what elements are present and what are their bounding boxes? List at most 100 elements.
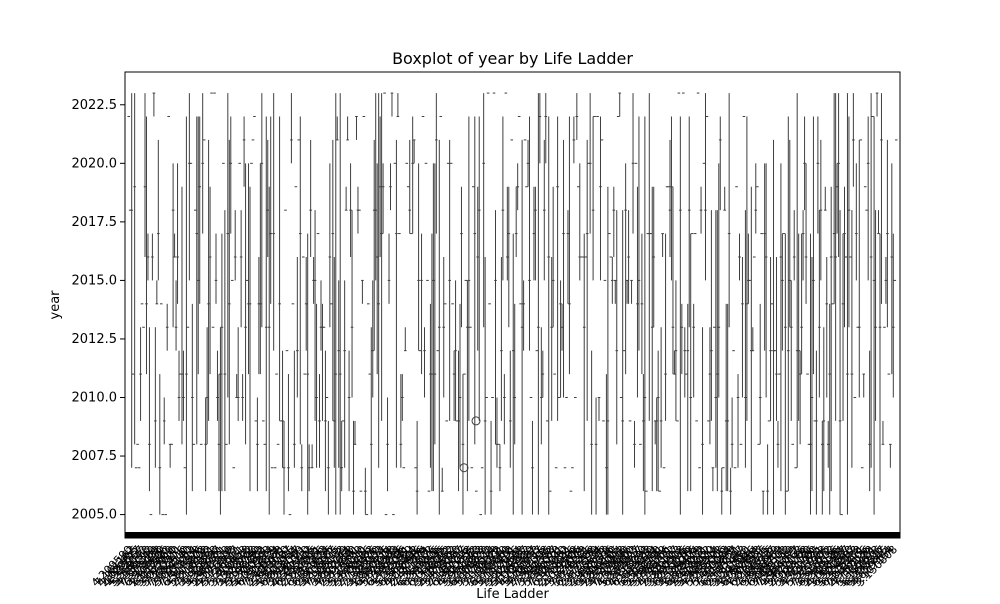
box-group	[173, 233, 176, 258]
box-group	[152, 92, 156, 117]
box-group	[556, 116, 559, 421]
y-tick-label: 2012.5	[72, 332, 118, 347]
box-group	[452, 350, 456, 421]
box-group	[708, 327, 712, 445]
box-group	[679, 116, 682, 515]
box-group	[826, 420, 830, 468]
box-group	[599, 116, 602, 281]
box-group	[216, 350, 219, 421]
box-group	[344, 186, 348, 211]
box-group	[680, 303, 684, 375]
box-group	[155, 280, 159, 305]
box-group	[761, 490, 765, 515]
box-group	[789, 280, 793, 421]
box-group	[338, 93, 342, 515]
y-tick-label: 2015.0	[72, 273, 118, 288]
box-group	[300, 444, 304, 492]
box-group	[310, 444, 314, 469]
box-group	[522, 280, 525, 351]
box-group	[214, 233, 218, 304]
box-group	[401, 374, 404, 421]
box-group	[412, 139, 416, 164]
box-group	[841, 233, 845, 421]
box-group	[575, 93, 579, 140]
box-group	[763, 163, 766, 351]
box-group	[834, 93, 837, 421]
box-group	[729, 467, 732, 515]
box-group	[819, 139, 823, 281]
box-group	[226, 93, 230, 398]
box-group	[718, 116, 722, 211]
box-group	[247, 163, 250, 375]
box-group	[520, 139, 524, 515]
box-group	[158, 374, 162, 515]
box-group	[380, 93, 383, 421]
box-group	[797, 233, 800, 421]
box-group	[687, 116, 691, 328]
plot-area	[125, 92, 900, 538]
box-group	[260, 93, 264, 328]
box-group	[307, 444, 311, 492]
box-group	[636, 186, 639, 398]
box-group	[637, 116, 641, 351]
box-group	[612, 186, 616, 257]
box-group	[538, 93, 542, 164]
box-group	[775, 256, 778, 421]
box-group	[506, 186, 509, 281]
box-group	[188, 93, 191, 281]
box-group	[772, 139, 775, 515]
box-group	[704, 93, 707, 281]
box-group	[572, 116, 576, 164]
box-group	[591, 116, 595, 281]
box-group	[196, 116, 200, 375]
box-group	[875, 92, 879, 117]
box-group	[259, 163, 262, 375]
box-group	[726, 303, 729, 492]
box-group	[390, 92, 394, 117]
box-group	[375, 163, 379, 375]
box-group	[881, 420, 885, 445]
box-group	[516, 163, 519, 211]
box-group	[157, 139, 160, 281]
box-group	[812, 116, 815, 375]
category-tick-band	[125, 532, 900, 538]
box-group	[754, 163, 758, 234]
box-group	[319, 280, 323, 351]
box-group	[460, 186, 463, 328]
box-group	[723, 186, 727, 211]
box-group	[217, 374, 221, 492]
box-group	[531, 420, 534, 515]
box-group	[139, 327, 142, 421]
box-group	[809, 233, 812, 515]
box-group	[130, 93, 133, 468]
box-group	[281, 350, 284, 468]
box-group	[278, 116, 281, 421]
box-group	[822, 327, 826, 492]
box-group	[585, 139, 589, 421]
box-group	[816, 116, 820, 234]
box-group	[352, 420, 355, 515]
box-group	[334, 93, 338, 515]
box-group	[174, 280, 178, 351]
box-group	[803, 116, 806, 211]
box-group	[664, 233, 667, 421]
box-group	[411, 116, 414, 234]
box-group	[551, 186, 555, 328]
box-group	[313, 210, 317, 421]
box-group	[423, 327, 426, 398]
box-group	[473, 116, 477, 445]
box-group	[736, 374, 740, 468]
box-group	[435, 93, 438, 234]
y-tick-label: 2010.0	[72, 390, 118, 405]
box-group	[235, 374, 238, 398]
x-axis: 4.2095907.1611624.9864552.0298774.933257…	[89, 543, 900, 589]
box-group	[198, 116, 202, 304]
box-group	[744, 210, 747, 468]
box-group	[633, 420, 636, 468]
box-group	[430, 233, 434, 492]
box-group	[670, 116, 673, 281]
box-group	[269, 116, 273, 304]
box-group	[389, 163, 392, 211]
box-group	[837, 93, 840, 257]
box-group	[689, 233, 693, 492]
